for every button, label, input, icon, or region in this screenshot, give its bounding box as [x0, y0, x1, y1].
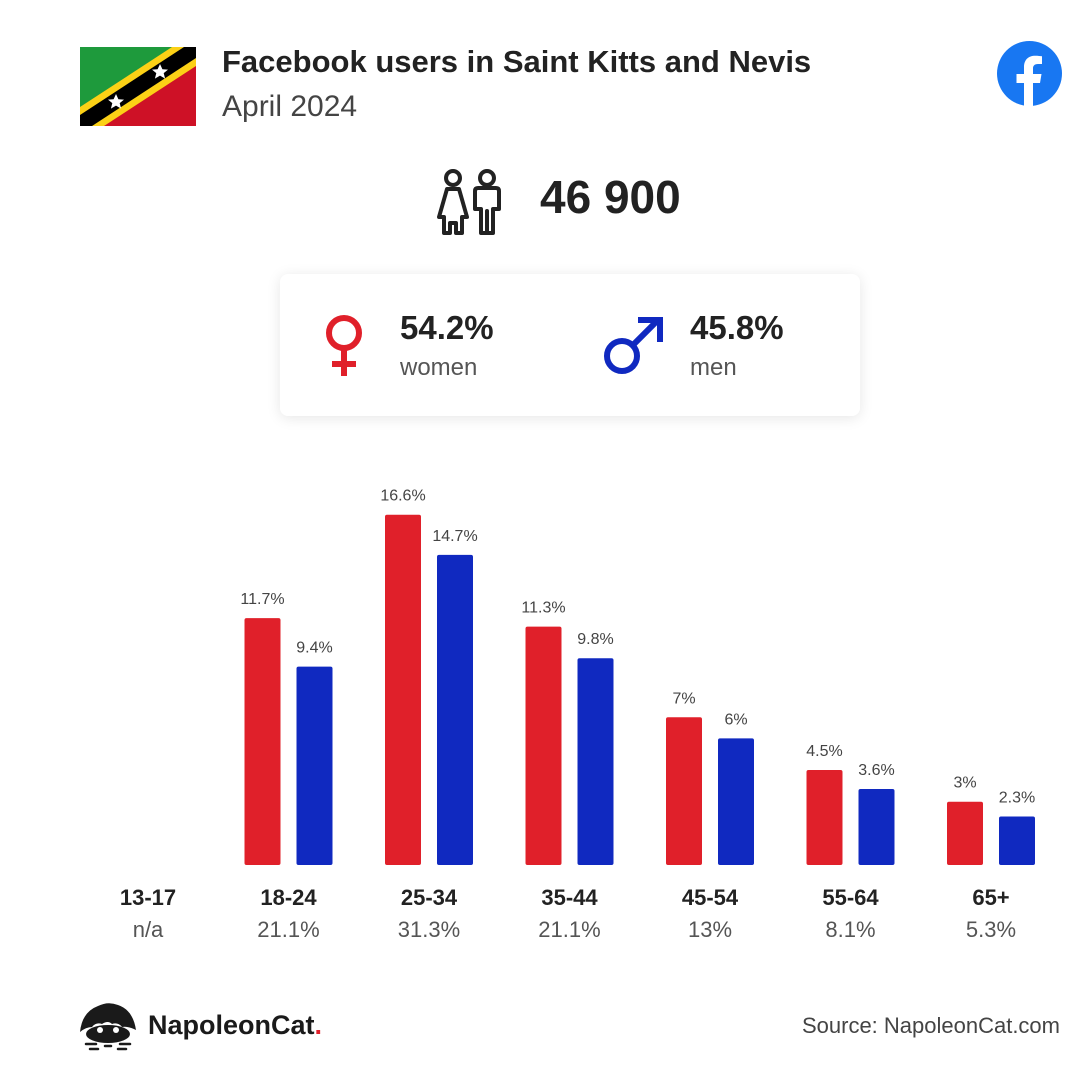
data-label-45-54-series-1: 7% [672, 690, 695, 707]
users-icon [435, 167, 507, 237]
bar-25-34-series-1 [385, 514, 421, 865]
male-symbol-icon [602, 316, 666, 376]
data-label-35-44-series-1: 11.3% [521, 600, 565, 617]
bar-65+-series-2 [999, 816, 1035, 865]
category-label-18-24: 18-24 [260, 885, 317, 910]
category-total-35-44: 21.1% [538, 917, 600, 942]
data-label-55-64-series-2: 3.6% [858, 762, 894, 779]
men-percentage: 45.8% [690, 309, 784, 346]
facebook-icon [997, 41, 1062, 106]
category-label-45-54: 45-54 [682, 885, 739, 910]
bar-45-54-series-1 [666, 717, 702, 865]
napoleoncat-logo-icon [78, 1000, 138, 1052]
data-label-25-34-series-2: 14.7% [432, 528, 477, 545]
women-label: women [400, 354, 478, 381]
data-label-18-24-series-2: 9.4% [296, 640, 332, 657]
category-total-65+: 5.3% [966, 917, 1016, 942]
category-label-55-64: 55-64 [822, 885, 879, 910]
bar-25-34-series-2 [437, 554, 473, 865]
category-label-35-44: 35-44 [541, 885, 598, 910]
data-label-18-24-series-1: 11.7% [240, 591, 284, 608]
bar-55-64-series-1 [806, 770, 843, 865]
bar-55-64-series-2 [858, 789, 895, 865]
data-label-55-64-series-1: 4.5% [806, 743, 842, 760]
category-total-25-34: 31.3% [398, 917, 460, 942]
gender-breakdown-card: 54.2% women 45.8% men [280, 274, 860, 416]
bar-18-24-series-1 [244, 618, 281, 865]
chart-subtitle: April 2024 [222, 90, 358, 123]
bar-45-54-series-2 [718, 738, 754, 865]
category-total-13-17: n/a [133, 917, 164, 942]
brand-name: NapoleonCat [148, 1010, 315, 1040]
source-note: Source: NapoleonCat.com [801, 1013, 1060, 1038]
category-label-13-17: 13-17 [120, 885, 176, 910]
men-label: men [690, 354, 737, 381]
bar-65+-series-1 [947, 801, 983, 865]
bar-35-44-series-1 [525, 626, 562, 865]
data-label-25-34-series-1: 16.6% [380, 488, 425, 505]
category-label-65+: 65+ [972, 885, 1009, 910]
category-label-25-34: 25-34 [401, 885, 458, 910]
data-label-65+-series-1: 3% [953, 775, 976, 792]
category-total-18-24: 21.1% [257, 917, 319, 942]
data-label-35-44-series-2: 9.8% [577, 631, 613, 648]
data-label-45-54-series-2: 6% [724, 711, 747, 728]
female-symbol-icon [320, 314, 368, 378]
napoleoncat-brand: NapoleonCat. [148, 1010, 322, 1041]
chart-title: Facebook users in Saint Kitts and Nevis [222, 44, 812, 79]
total-users-value: 46 900 [540, 171, 681, 223]
category-total-55-64: 8.1% [825, 917, 875, 942]
saint-kitts-and-nevis-flag-icon [80, 47, 196, 126]
bar-18-24-series-2 [296, 666, 333, 865]
bar-35-44-series-2 [577, 658, 614, 865]
data-label-65+-series-2: 2.3% [999, 789, 1035, 806]
women-percentage: 54.2% [400, 309, 494, 346]
brand-dot: . [314, 1010, 323, 1040]
age-gender-bar-chart: 13-17 n/a 11.7% 9.4% 18-24 21.1% 16.6% 14.7% 25-… [120, 488, 1035, 942]
category-total-45-54: 13% [688, 917, 732, 942]
